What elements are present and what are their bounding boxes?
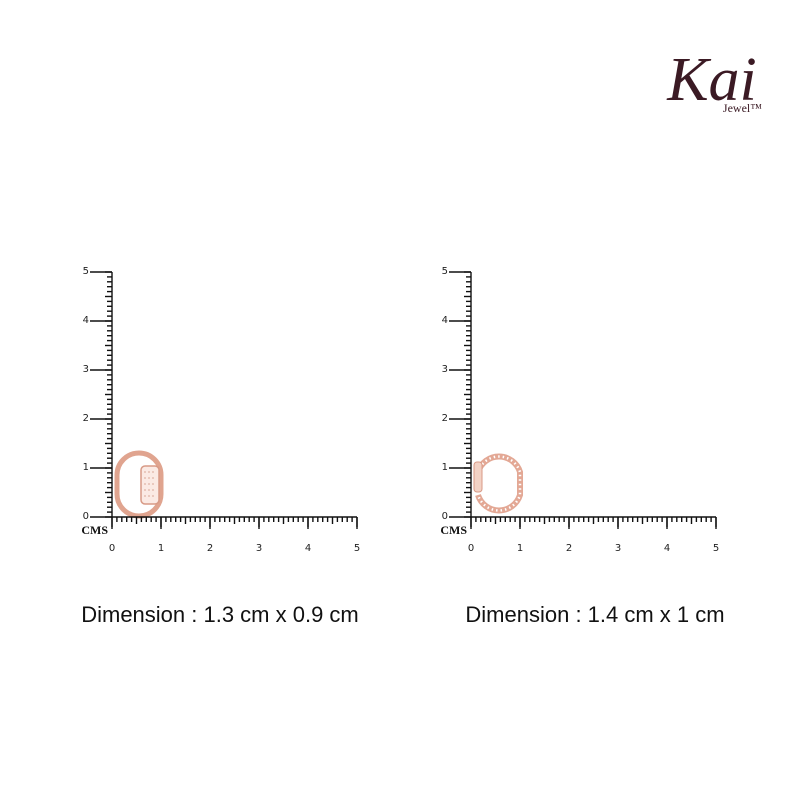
unit-label: CMS	[440, 523, 467, 537]
x-tick-label: 2	[566, 543, 572, 554]
y-tick-label: 5	[83, 266, 89, 277]
x-tick-label: 1	[517, 543, 523, 554]
x-tick-label: 4	[305, 543, 311, 554]
x-tick-label: 5	[354, 543, 360, 554]
x-tick-label: 3	[615, 543, 621, 554]
y-tick-label: 2	[442, 413, 448, 424]
caption: Dimension : 1.4 cm x 1 cm	[465, 602, 724, 627]
caption: Dimension : 1.3 cm x 0.9 cm	[81, 602, 359, 627]
x-tick-label: 5	[713, 543, 719, 554]
logo-name: Kai	[666, 46, 757, 114]
y-tick-label: 2	[83, 413, 89, 424]
y-tick-label: 1	[83, 462, 89, 473]
y-tick-label: 3	[442, 364, 448, 375]
x-tick-label: 3	[256, 543, 262, 554]
y-tick-label: 4	[442, 315, 448, 326]
y-tick-label: 1	[442, 462, 448, 473]
x-tick-label: 2	[207, 543, 213, 554]
unit-label: CMS	[81, 523, 108, 537]
y-tick-label: 3	[83, 364, 89, 375]
y-tick-label: 5	[442, 266, 448, 277]
logo-sub: Jewel™	[723, 101, 762, 115]
jewel-left	[114, 450, 164, 519]
x-tick-label: 0	[109, 543, 115, 554]
y-tick-label: 0	[83, 511, 89, 522]
y-tick-label: 4	[83, 315, 89, 326]
jewel-right	[473, 453, 523, 514]
y-tick-label: 0	[442, 511, 448, 522]
x-tick-label: 1	[158, 543, 164, 554]
x-tick-label: 0	[468, 543, 474, 554]
x-tick-label: 4	[664, 543, 670, 554]
